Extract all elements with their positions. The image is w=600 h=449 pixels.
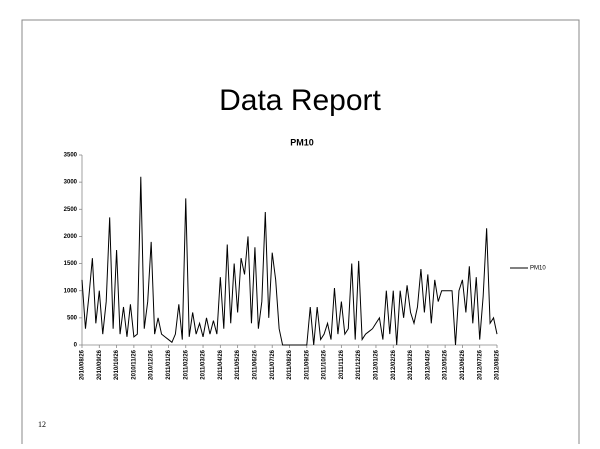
x-tick-label: 2012/02/26 bbox=[391, 349, 397, 380]
x-tick-label: 2011/10/26 bbox=[322, 349, 328, 379]
data-line bbox=[81, 176, 498, 346]
x-tick-label: 2012/08/26 bbox=[495, 349, 501, 380]
x-tick-label: 2011/08/26 bbox=[287, 349, 293, 379]
x-tick-label: 2012/06/26 bbox=[460, 349, 466, 380]
x-tick-label: 2010/10/26 bbox=[114, 349, 120, 380]
chart-title: PM10 bbox=[290, 137, 314, 147]
x-tick-label: 2011/02/26 bbox=[183, 349, 189, 379]
x-tick-label: 2011/06/26 bbox=[252, 349, 258, 379]
x-tick-label: 2011/04/26 bbox=[218, 349, 224, 379]
y-tick-label: 1000 bbox=[64, 288, 78, 294]
x-tick-label: 2012/07/26 bbox=[477, 349, 483, 380]
y-tick-label: 2500 bbox=[64, 207, 78, 213]
x-tick-label: 2011/11/26 bbox=[339, 349, 345, 379]
x-tick-label: 2011/01/26 bbox=[166, 349, 172, 379]
slide-title: Data Report bbox=[219, 84, 381, 117]
y-tick-label: 500 bbox=[67, 315, 78, 321]
y-tick-label: 1500 bbox=[64, 261, 78, 267]
x-tick-label: 2011/05/26 bbox=[235, 349, 241, 379]
x-tick-label: 2011/12/26 bbox=[356, 349, 362, 379]
y-tick-label: 3500 bbox=[64, 153, 78, 159]
y-tick-label: 3000 bbox=[64, 180, 78, 186]
x-tick-label: 2010/09/26 bbox=[97, 349, 103, 380]
x-tick-label: 2011/03/26 bbox=[201, 349, 207, 379]
slide-number: 12 bbox=[38, 420, 46, 429]
x-tick-label: 2012/05/26 bbox=[443, 349, 449, 380]
x-tick-label: 2012/01/26 bbox=[374, 349, 380, 380]
y-tick-label: 0 bbox=[74, 343, 78, 349]
x-tick-label: 2010/11/26 bbox=[131, 349, 137, 379]
y-tick-label: 2000 bbox=[64, 234, 78, 240]
x-tick-label: 2010/12/26 bbox=[149, 349, 155, 380]
x-tick-label: 2011/07/26 bbox=[270, 349, 276, 379]
legend-label: PM10 bbox=[530, 266, 546, 272]
x-tick-label: 2010/08/26 bbox=[80, 349, 86, 380]
x-tick-label: 2012/04/26 bbox=[425, 349, 431, 380]
x-tick-label: 2012/03/26 bbox=[408, 349, 414, 380]
x-tick-label: 2011/09/26 bbox=[304, 349, 310, 379]
